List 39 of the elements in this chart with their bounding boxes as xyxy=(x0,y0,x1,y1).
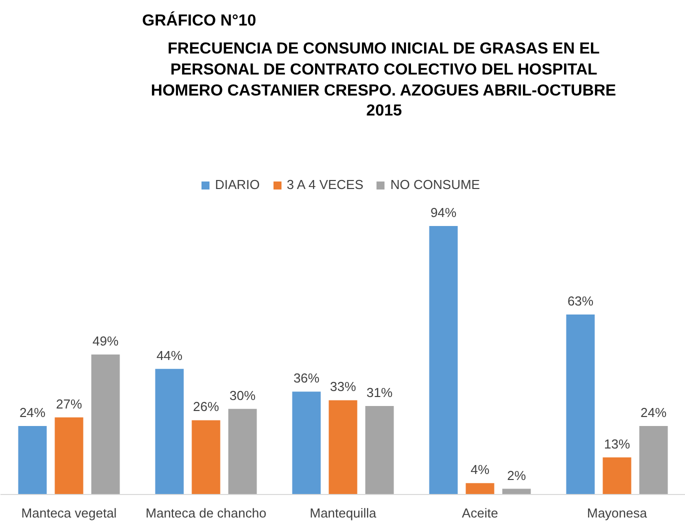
data-label: 24% xyxy=(640,404,667,420)
bar xyxy=(228,408,257,494)
bar xyxy=(365,406,394,494)
x-tick-label: Mantequilla xyxy=(310,506,378,520)
data-label: 36% xyxy=(293,370,320,386)
bar xyxy=(155,368,184,494)
data-label: 30% xyxy=(230,388,256,403)
legend-label: 3 A 4 VECES xyxy=(286,177,364,192)
data-label: 26% xyxy=(192,399,220,414)
bar xyxy=(292,392,321,494)
bar xyxy=(639,426,668,494)
bar xyxy=(602,457,632,494)
bar xyxy=(18,426,47,494)
data-label: 13% xyxy=(604,436,630,452)
data-label: 94% xyxy=(430,205,457,220)
data-label: 27% xyxy=(56,396,82,412)
data-label: 49% xyxy=(92,334,119,349)
bar xyxy=(54,417,84,494)
data-label: 24% xyxy=(19,404,46,420)
data-label: 4% xyxy=(470,462,490,478)
legend-label: DIARIO xyxy=(215,177,260,192)
x-tick-label: Mayonesa xyxy=(587,506,648,520)
bar xyxy=(91,354,120,494)
bar xyxy=(429,226,458,494)
data-label: 31% xyxy=(366,384,393,400)
data-label: 2% xyxy=(507,468,526,483)
legend-label: NO CONSUME xyxy=(390,177,480,192)
x-tick-label: Manteca vegetal xyxy=(21,506,117,520)
x-tick-label: Manteca de chancho xyxy=(146,506,266,520)
bar xyxy=(466,483,494,494)
data-label: 44% xyxy=(156,348,183,363)
bar xyxy=(192,420,220,494)
chart-subtitle: FRECUENCIA DE CONSUMO INICIAL DE GRASAS EN EL PERSONAL DE CONTRATO COLECTIVO DEL HOSPITAL HOMERO CASTANIER CRESPO. AZOGUES ABRIL-OCTUBRE 2015 xyxy=(150,40,616,120)
bar xyxy=(566,314,595,494)
x-tick-label: Aceite xyxy=(462,506,498,520)
data-label: 33% xyxy=(330,379,356,394)
bar xyxy=(328,400,358,494)
chart-title: GRÁFICO N°10 xyxy=(142,10,256,30)
data-label: 63% xyxy=(567,294,594,309)
